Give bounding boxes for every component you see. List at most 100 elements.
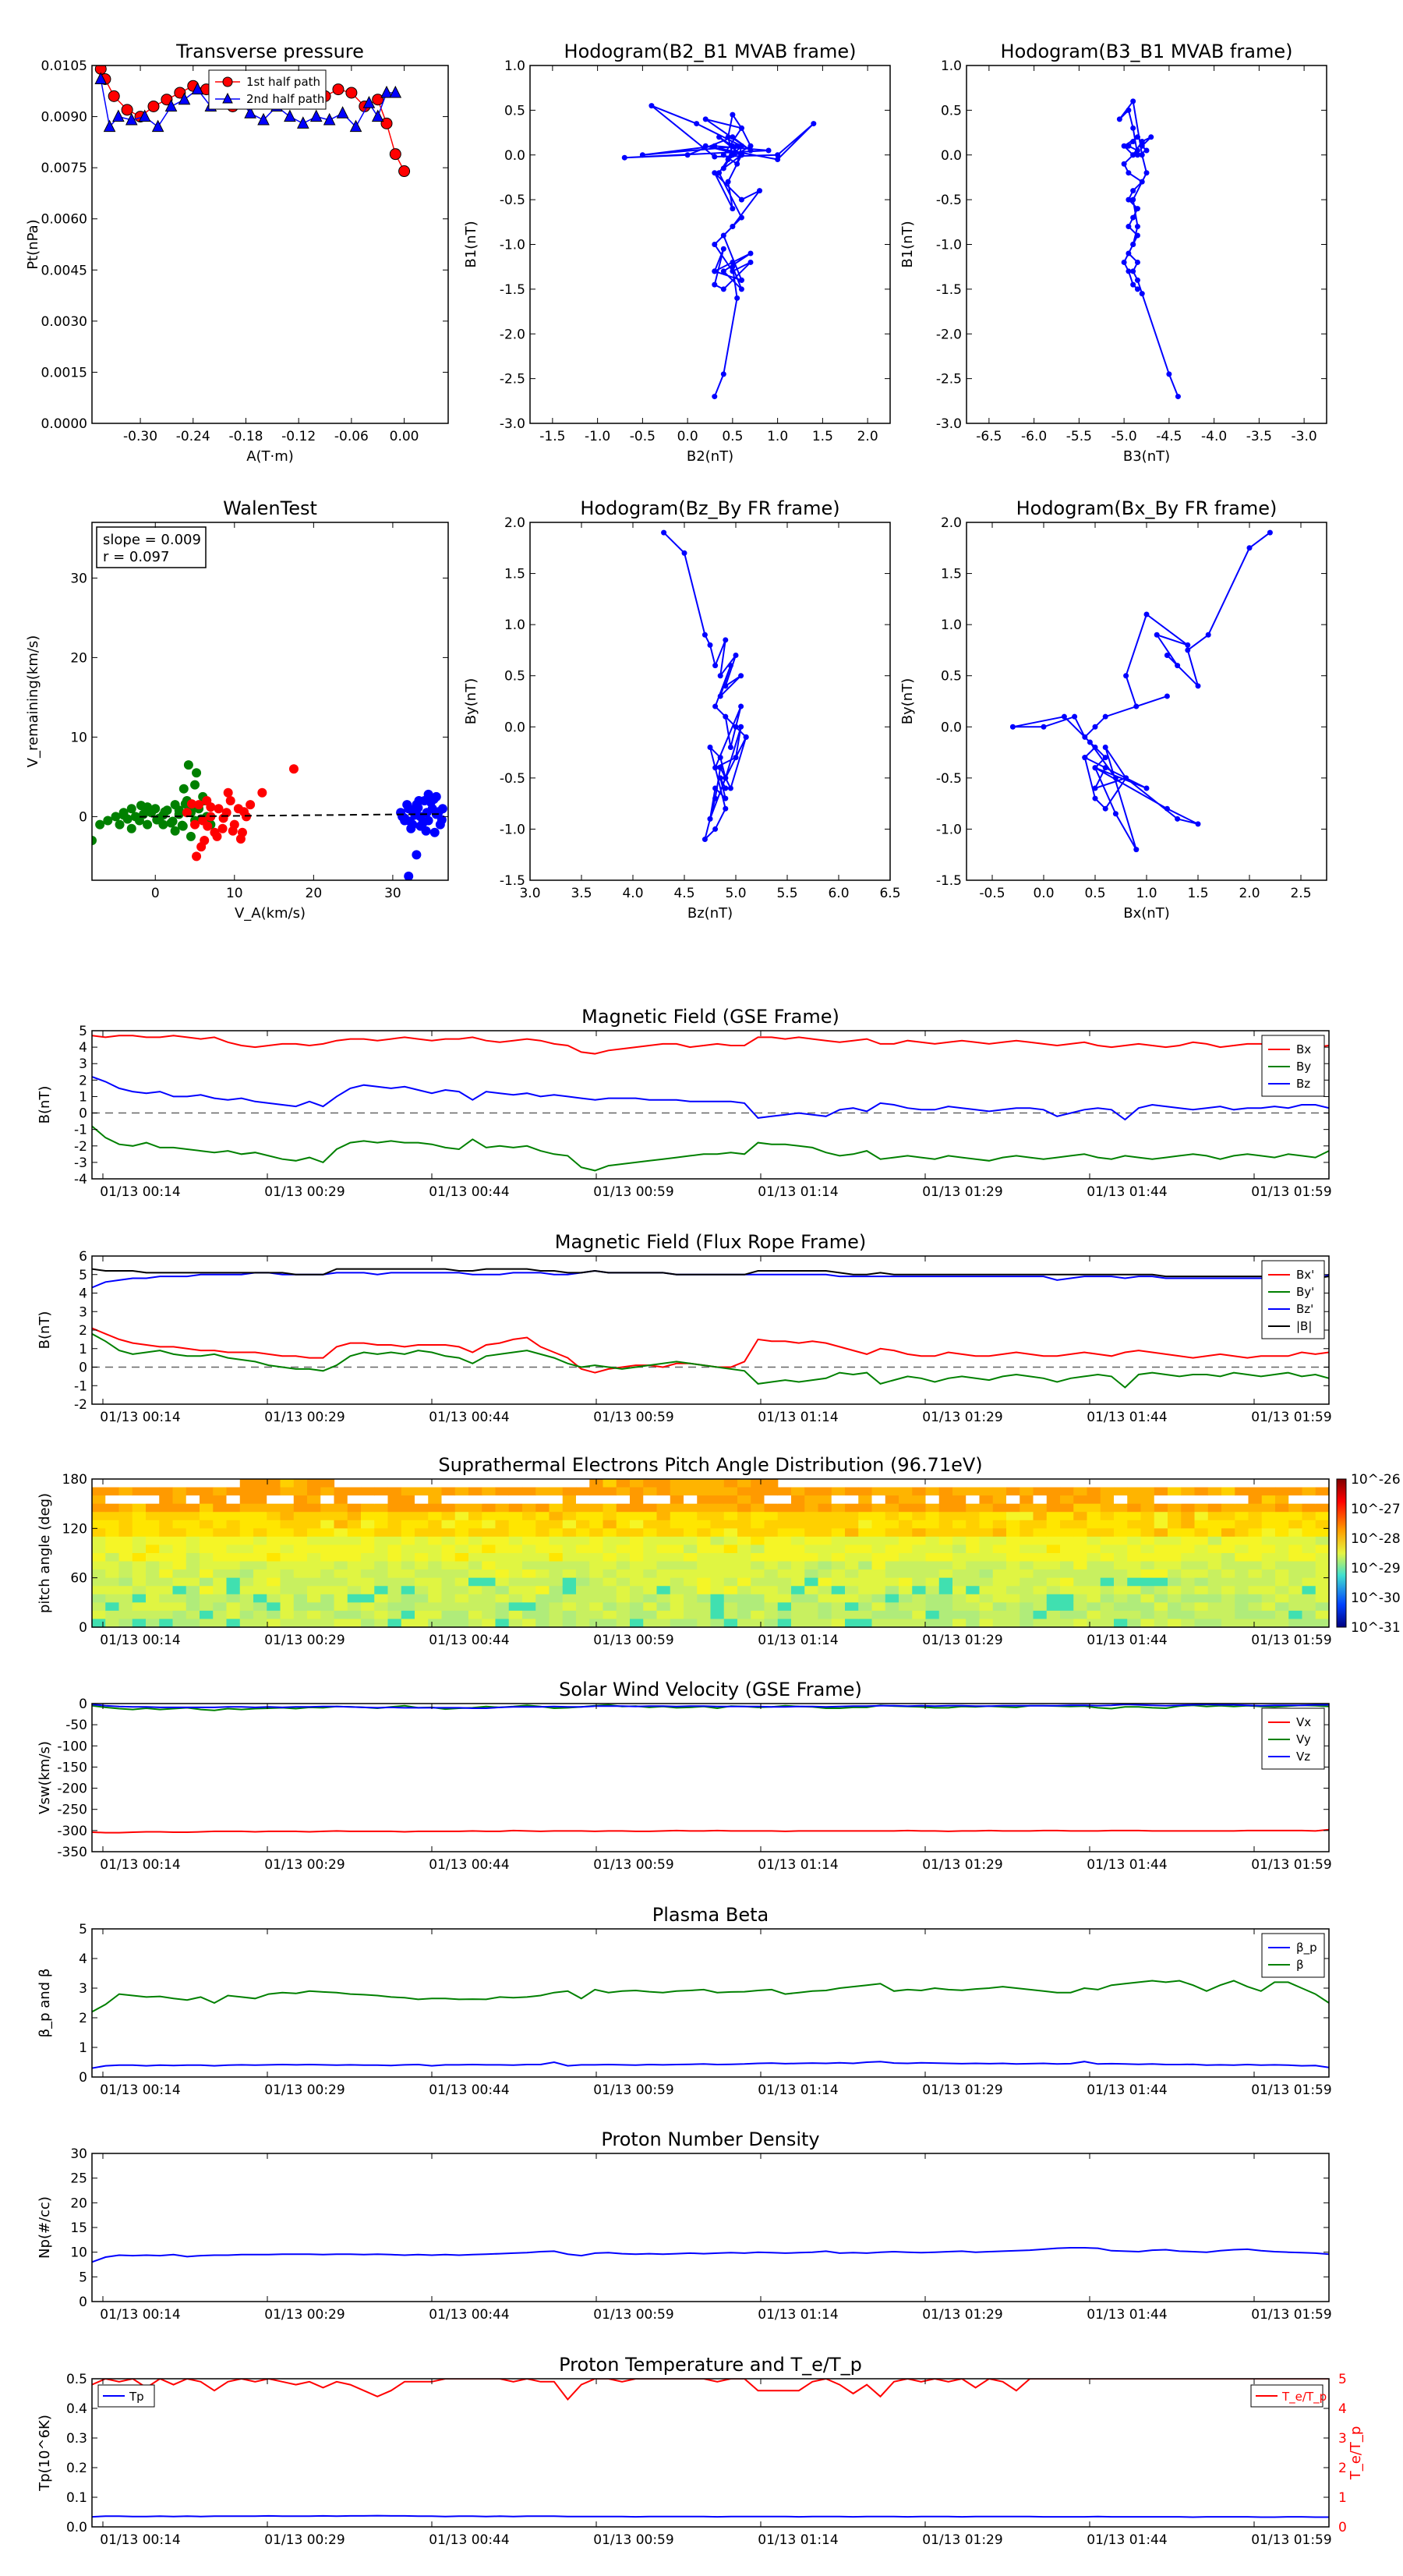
heatmap-cell [1020,1619,1034,1628]
data-point [1092,795,1098,801]
heatmap-cell [441,1545,456,1554]
heatmap-cell [535,1561,550,1570]
legend-label: Vy [1296,1732,1311,1746]
heatmap-cell [1100,1561,1115,1570]
heatmap-cell [334,1487,348,1496]
heatmap-cell [1073,1495,1088,1505]
heatmap-cell [454,1577,469,1587]
heatmap-cell [1046,1512,1061,1521]
heatmap-cell [146,1495,160,1505]
pitch-angle-frame [91,1478,1330,1628]
heatmap-cell [1194,1512,1209,1521]
heatmap-cell [1033,1577,1048,1587]
heatmap-cell [522,1577,536,1587]
heatmap-cell [562,1619,577,1628]
heatmap-cell [925,1503,940,1513]
heatmap-cell [804,1619,819,1628]
heatmap-cell [146,1545,160,1554]
heatmap-cell [239,1536,254,1546]
heatmap-cell [522,1553,536,1562]
heatmap-cell [966,1619,981,1628]
x-tick-label: -1.5 [539,429,565,444]
y-tick-label: 2 [79,1073,87,1088]
proton-density-frame [91,2153,1330,2302]
mag-gse-frame [91,1030,1330,1180]
heatmap-cell [885,1569,899,1579]
heatmap-cell [656,1610,671,1620]
heatmap-cell [428,1536,443,1546]
data-point [775,152,781,158]
x-axis-label: B2(nT) [687,448,733,465]
heatmap-cell [1248,1594,1263,1603]
heatmap-cell [630,1610,644,1620]
heatmap-cell [952,1594,967,1603]
heatmap-cell [415,1545,429,1554]
heatmap-cell [1261,1495,1276,1505]
y-tick-label: -0.5 [500,193,525,208]
heatmap-cell [172,1561,187,1570]
heatmap-cell [401,1561,415,1570]
data-point [707,745,713,751]
heatmap-cell [684,1594,698,1603]
plasma-beta-plot-area [92,1980,1329,2069]
heatmap-cell [482,1553,497,1562]
heatmap-cell [1087,1594,1101,1603]
heatmap-cell [293,1503,308,1513]
data-point [1134,232,1140,239]
heatmap-cell [239,1528,254,1537]
heatmap-cell [1006,1619,1020,1628]
heatmap-cell [791,1528,805,1537]
heatmap-cell [307,1561,321,1570]
heatmap-cell [320,1553,335,1562]
data-point [412,850,422,860]
heatmap-cell [710,1545,725,1554]
heatmap-cell [454,1503,469,1513]
heatmap-cell [200,1619,214,1628]
heatmap-cell [616,1503,631,1513]
heatmap-cell [616,1619,631,1628]
heatmap-cell [334,1561,348,1570]
data-point [681,550,687,556]
heatmap-cell [697,1487,712,1496]
heatmap-cell [454,1487,469,1496]
heatmap-cell [267,1503,281,1513]
heatmap-cell [1073,1594,1088,1603]
heatmap-cell [1168,1577,1182,1587]
heatmap-cell [172,1610,187,1620]
data-point [720,371,726,377]
heatmap-cell [656,1586,671,1595]
heatmap-cell [656,1577,671,1587]
heatmap-cell [1020,1594,1034,1603]
heatmap-cell [1275,1503,1289,1513]
heatmap-cell [118,1602,133,1612]
heatmap-cell [791,1610,805,1620]
heatmap-cell [979,1569,994,1579]
heatmap-cell [764,1610,779,1620]
heatmap-cell [495,1520,510,1529]
data-point [1130,214,1136,221]
heatmap-cell [804,1520,819,1529]
y-axis-label: Tp(10^6K) [37,2415,53,2492]
heatmap-cell [239,1602,254,1612]
heatmap-cell [764,1553,779,1562]
heatmap-cell [1033,1610,1048,1620]
walen-test-frame [91,522,449,881]
heatmap-cell [118,1594,133,1603]
heatmap-cell [723,1561,738,1570]
data-point [1130,152,1136,158]
heatmap-cell [1194,1569,1209,1579]
heatmap-cell [1207,1503,1222,1513]
heatmap-cell [1046,1545,1061,1554]
data-point [720,165,726,172]
heatmap-cell [320,1528,335,1537]
heatmap-cell [603,1586,617,1595]
heatmap-cell [1221,1520,1235,1529]
heatmap-cell [697,1569,712,1579]
heatmap-cell [751,1594,765,1603]
heatmap-cell [925,1528,940,1537]
sw-velocity-chart: Solar Wind Velocity (GSE Frame)Vsw(km/s)… [37,1679,1332,1873]
heatmap-cell [267,1594,281,1603]
heatmap-cell [1288,1545,1303,1554]
colorbar [1336,1478,1347,1628]
heatmap-cell [912,1503,927,1513]
